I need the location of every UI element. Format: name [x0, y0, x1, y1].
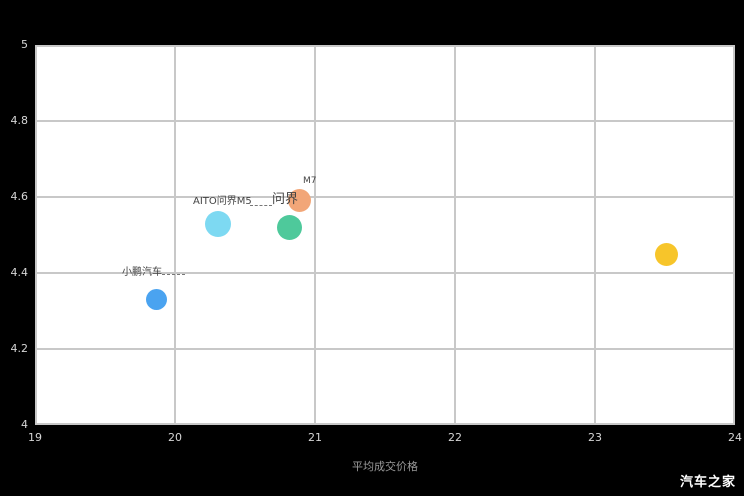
- gridline-vertical: [454, 45, 456, 425]
- gridline-vertical: [174, 45, 176, 425]
- bubble-yellow[interactable]: [654, 242, 678, 266]
- point-label: 小鹏汽车: [122, 267, 162, 278]
- plot-area: AITO问界M5 问界 M7 小鹏汽车: [35, 45, 735, 425]
- y-tick-label: 4.4: [10, 266, 29, 279]
- leader-line: [162, 274, 185, 275]
- gridline-vertical: [35, 45, 37, 425]
- bubble-green[interactable]: [277, 214, 303, 240]
- x-tick-label: 24: [728, 431, 742, 444]
- point-label: AITO问界M5: [193, 196, 252, 207]
- x-tick-label: 21: [308, 431, 322, 444]
- x-tick-label: 23: [588, 431, 602, 444]
- y-tick-label: 4.6: [10, 190, 29, 203]
- x-tick-label: 20: [168, 431, 182, 444]
- x-tick-label: 22: [448, 431, 462, 444]
- point-label: 问界: [272, 192, 299, 207]
- bubble-cyan[interactable]: [205, 210, 232, 237]
- x-tick-label: 19: [28, 431, 42, 444]
- gridline-horizontal: [35, 45, 735, 47]
- watermark-autohome: 汽车之家: [679, 475, 736, 490]
- gridline-horizontal: [35, 196, 735, 198]
- gridline-vertical: [594, 45, 596, 425]
- bubble-blue[interactable]: [146, 289, 168, 311]
- gridline-horizontal: [35, 423, 735, 425]
- bubble-wenjie[interactable]: [288, 189, 312, 213]
- gridline-vertical: [733, 45, 735, 425]
- point-label: M7: [303, 176, 317, 186]
- leader-line: [250, 205, 272, 206]
- y-tick-label: 5: [21, 38, 28, 51]
- y-tick-label: 4: [21, 418, 28, 431]
- y-tick-label: 4.8: [10, 114, 29, 127]
- gridline-horizontal: [35, 272, 735, 274]
- gridline-horizontal: [35, 348, 735, 350]
- gridline-vertical: [314, 45, 316, 425]
- y-tick-label: 4.2: [10, 342, 29, 355]
- gridline-horizontal: [35, 120, 735, 122]
- x-axis-title: 平均成交价格: [352, 460, 418, 473]
